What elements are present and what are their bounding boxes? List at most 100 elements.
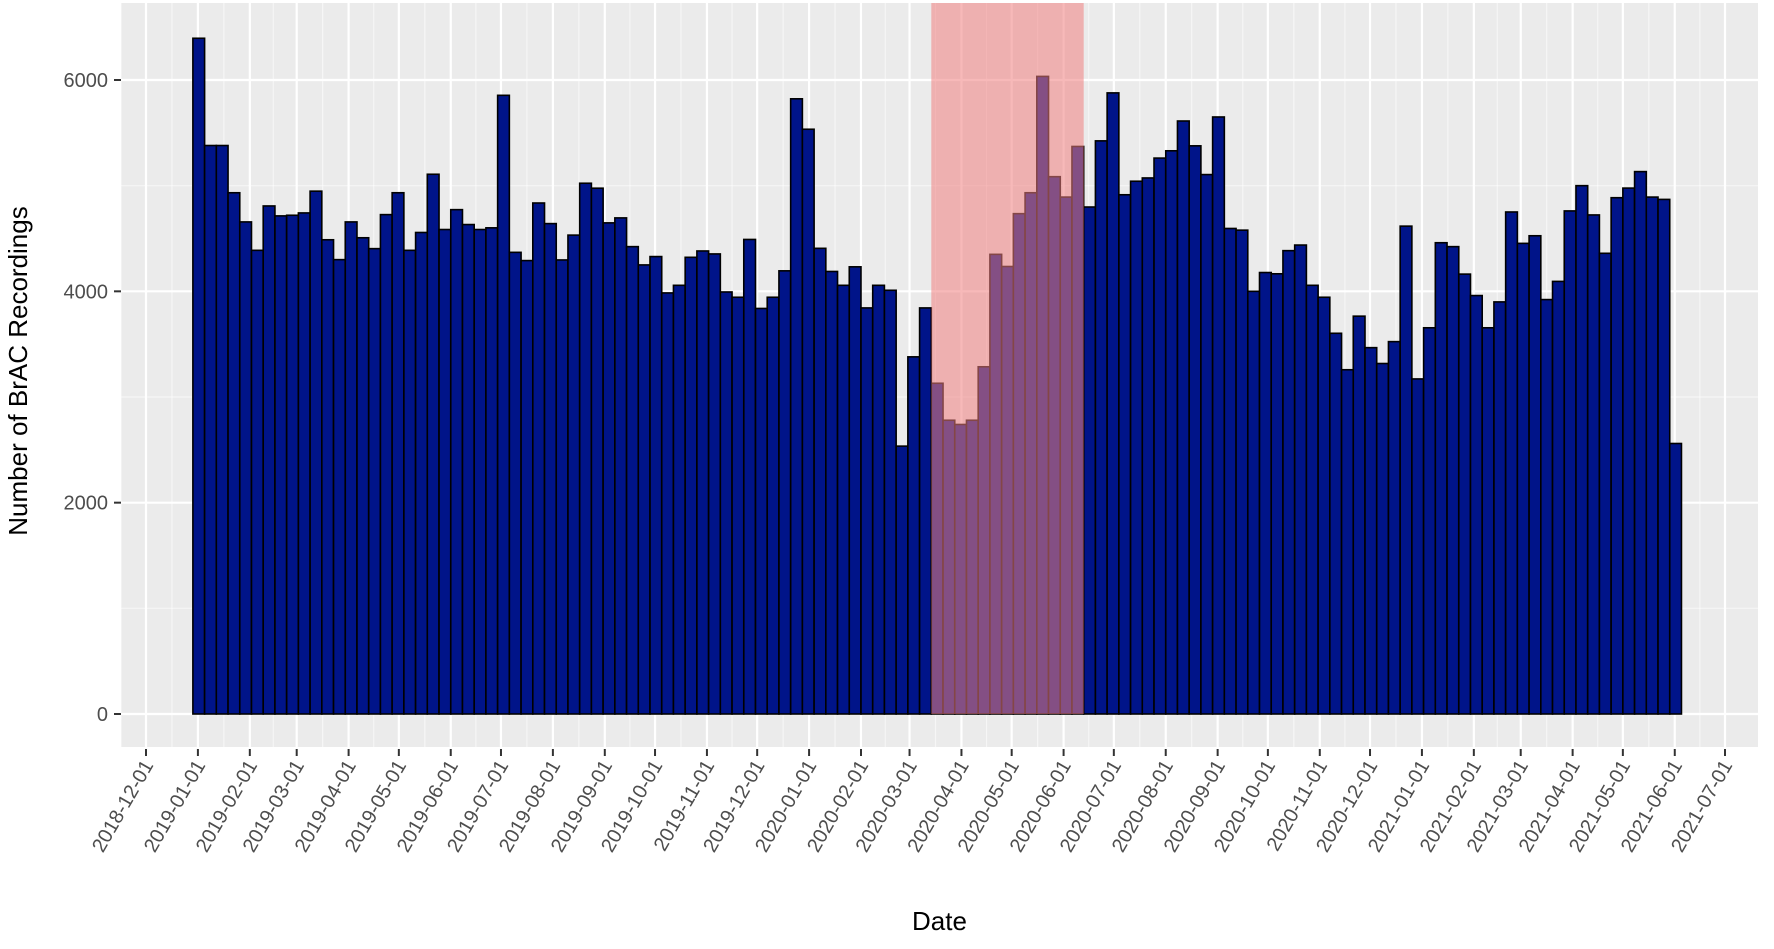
bar <box>238 221 253 715</box>
bar <box>1446 245 1460 715</box>
bar <box>1540 298 1554 715</box>
bar <box>1340 368 1355 715</box>
bar <box>356 236 370 715</box>
bar <box>309 190 323 715</box>
bar <box>625 245 640 715</box>
bar <box>1586 214 1601 715</box>
bar <box>1563 210 1577 715</box>
bar <box>297 212 311 715</box>
bar <box>1164 149 1179 715</box>
bar <box>754 307 769 715</box>
bar <box>344 221 358 715</box>
bar <box>1235 229 1249 715</box>
bar <box>1293 244 1308 715</box>
bar <box>731 296 745 715</box>
bar <box>1657 198 1671 715</box>
bar <box>403 249 417 715</box>
bar <box>1610 196 1624 715</box>
bar <box>742 238 757 715</box>
bar <box>1622 187 1636 715</box>
bar <box>1457 273 1472 715</box>
bar <box>1188 145 1202 715</box>
bar <box>1118 193 1132 715</box>
bar <box>1434 241 1448 715</box>
y-tick-label: 4000 <box>64 281 109 303</box>
bar <box>766 296 780 715</box>
bar <box>1129 180 1144 715</box>
bar <box>1200 173 1214 715</box>
bar <box>274 215 288 715</box>
bar <box>1246 290 1261 715</box>
bar <box>1668 442 1683 715</box>
bar <box>860 307 874 715</box>
bar <box>871 284 886 715</box>
bar <box>1493 301 1507 715</box>
bar <box>1598 252 1612 715</box>
bar <box>520 259 534 715</box>
bar <box>1399 225 1413 715</box>
bar <box>649 255 663 715</box>
bar <box>1094 140 1108 715</box>
bar <box>192 37 206 715</box>
bar <box>1504 211 1519 715</box>
bar <box>801 128 815 715</box>
bar <box>1282 249 1296 715</box>
bar <box>1469 294 1484 715</box>
bar <box>531 202 546 715</box>
bar <box>543 222 558 715</box>
bar <box>438 228 452 715</box>
bar <box>567 234 581 715</box>
bar <box>1364 346 1378 715</box>
y-axis: 0 2000 4000 6000 <box>64 70 121 726</box>
bar <box>332 258 347 715</box>
bar <box>485 227 499 715</box>
bar <box>1481 326 1495 715</box>
bar <box>203 144 218 715</box>
bar <box>637 264 651 715</box>
x-axis: 2018-12-012019-01-012019-02-012019-03-01… <box>88 749 1737 856</box>
bar <box>379 213 393 715</box>
highlight-period-shading <box>931 3 1084 714</box>
bar <box>778 270 792 715</box>
bar <box>578 182 593 715</box>
bar <box>1305 284 1319 715</box>
bar <box>1317 296 1331 715</box>
bar <box>1645 196 1659 715</box>
bar <box>1258 271 1273 715</box>
bar <box>813 247 827 715</box>
bar <box>1270 272 1284 715</box>
bar <box>789 98 804 715</box>
y-tick-label: 0 <box>97 704 108 726</box>
y-tick-label: 6000 <box>64 70 109 92</box>
bar <box>1633 170 1648 715</box>
bar <box>321 238 335 715</box>
bar <box>883 289 897 715</box>
bar <box>367 247 382 715</box>
bar <box>496 94 511 715</box>
x-axis-title: Date <box>912 906 967 936</box>
bar <box>614 217 628 715</box>
bar <box>391 191 405 715</box>
bar <box>660 292 675 715</box>
bar <box>696 250 710 715</box>
bar <box>227 191 241 715</box>
bar <box>1176 120 1190 715</box>
bar <box>848 266 862 715</box>
bar <box>1528 234 1542 715</box>
bar <box>1106 92 1120 715</box>
bar <box>672 284 686 715</box>
bar <box>215 144 229 715</box>
bar <box>602 222 616 715</box>
bar <box>836 284 851 715</box>
bar <box>1082 206 1097 715</box>
bar <box>555 259 569 715</box>
bar <box>1387 340 1401 715</box>
bar <box>250 249 265 715</box>
bar <box>1352 315 1366 715</box>
bar <box>262 205 276 715</box>
bar <box>895 445 909 715</box>
bar <box>825 270 839 715</box>
bar <box>414 231 429 715</box>
